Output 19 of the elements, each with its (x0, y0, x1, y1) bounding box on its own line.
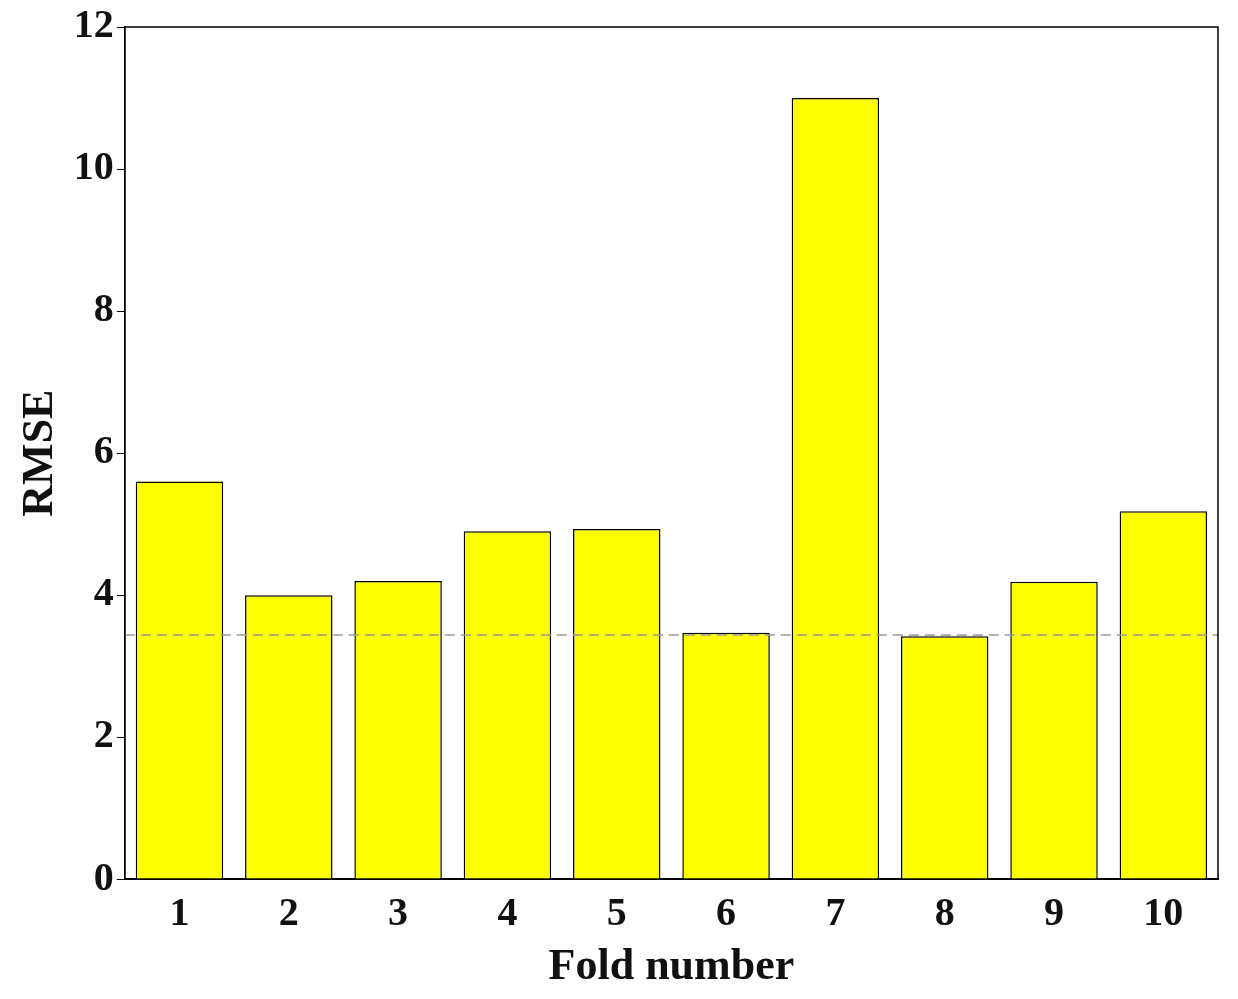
x-tick-label: 10 (1143, 888, 1184, 934)
x-tick-label: 2 (278, 888, 299, 934)
y-tick-label: 10 (73, 143, 114, 189)
x-tick-label: 4 (497, 888, 518, 934)
y-tick-label: 12 (73, 1, 114, 47)
y-tick-label: 2 (93, 711, 114, 757)
y-tick-label: 0 (93, 853, 114, 899)
y-tick-label: 8 (93, 285, 114, 331)
x-tick-label: 1 (169, 888, 190, 934)
x-tick-label: 3 (388, 888, 409, 934)
x-tick-label: 6 (716, 888, 737, 934)
y-tick-label: 4 (93, 569, 114, 615)
x-tick-label: 8 (934, 888, 955, 934)
y-tick-label: 6 (93, 427, 114, 473)
x-tick-label: 5 (606, 888, 627, 934)
x-tick-label: 9 (1044, 888, 1065, 934)
y-axis-title: RMSE (12, 389, 62, 517)
x-tick-label: 7 (825, 888, 846, 934)
x-axis-title: Fold number (548, 939, 795, 989)
